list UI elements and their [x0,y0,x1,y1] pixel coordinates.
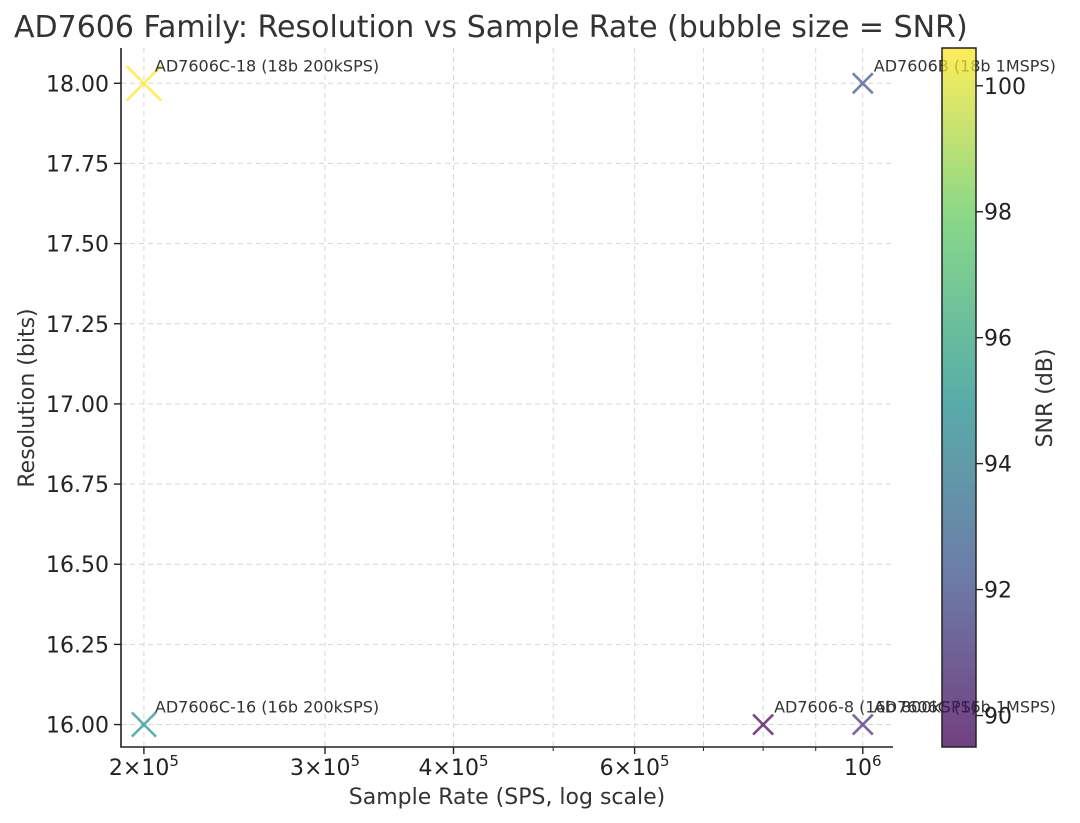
axes-spines [120,48,893,748]
colorbar-tick-label: 100 [984,75,1026,100]
colorbar-tick-label: 92 [984,579,1012,604]
colorbar-tick-label: 96 [984,327,1012,352]
y-tick-label: 16.50 [46,553,109,578]
x-tick-exponent: 5 [479,752,489,770]
colorbar-frame [941,47,977,748]
data-point-marker [851,72,874,95]
colorbar-tick-label: 94 [984,453,1012,478]
x-tick-label: 3×105 [290,752,360,781]
x-tick-base: 10 [844,756,872,781]
data-point-label: AD7606C-16 (16b 200kSPS) [155,698,379,717]
colorbar-ticks: 90 92 94 96 98 100 [976,75,1026,730]
y-tick-label: 16.75 [46,473,109,498]
y-tick-label: 16.25 [46,633,109,658]
y-tick-label: 17.75 [46,152,109,177]
data-point-label: AD7606C-18 (18b 200kSPS) [155,56,379,75]
x-axis-label: Sample Rate (SPS, log scale) [349,785,666,810]
x-tick-label: 2×105 [109,752,179,781]
chart-title: AD7606 Family: Resolution vs Sample Rate… [14,10,968,45]
x-tick-base: 3×10 [290,756,350,781]
data-point-marker [752,713,775,736]
y-tick-label: 16.00 [46,714,109,739]
y-tick-label: 17.25 [46,313,109,338]
x-tick-exponent: 5 [350,752,360,770]
data-point-label: AD7606-8 (16b 800kSPS) [774,698,977,717]
x-tick-label: 6×105 [600,752,670,781]
data-point-marker [130,711,157,738]
y-tick-label: 17.00 [46,393,109,418]
colorbar-gradient [942,48,976,747]
grid [121,48,893,747]
y-axis-ticks: 16.00 16.25 16.50 16.75 17.00 17.25 17.50 17.75… [46,72,121,739]
y-tick-label: 18.00 [46,72,109,97]
x-tick-base: 2×10 [109,756,169,781]
data-point-marker [125,65,163,102]
x-tick-exponent: 5 [169,752,179,770]
x-tick-exponent: 6 [872,752,882,770]
x-axis-ticks: 2×105 3×105 4×105 6×105 106 [109,747,882,781]
data-point-marker [851,713,874,736]
x-tick-base: 4×10 [419,756,479,781]
data-points: AD7606C-18 (18b 200kSPS)AD7606B (18b 1MS… [125,56,1056,738]
x-tick-base: 6×10 [600,756,660,781]
x-tick-label: 106 [844,752,882,781]
y-axis-label: Resolution (bits) [15,308,40,487]
colorbar: 90 92 94 96 98 100 SNR (dB) [941,47,1058,748]
x-tick-label: 4×105 [419,752,489,781]
colorbar-tick-label: 98 [984,201,1012,226]
y-tick-label: 17.50 [46,233,109,258]
colorbar-label: SNR (dB) [1033,349,1058,448]
x-tick-exponent: 5 [660,752,670,770]
colorbar-tick-label: 90 [984,705,1012,730]
